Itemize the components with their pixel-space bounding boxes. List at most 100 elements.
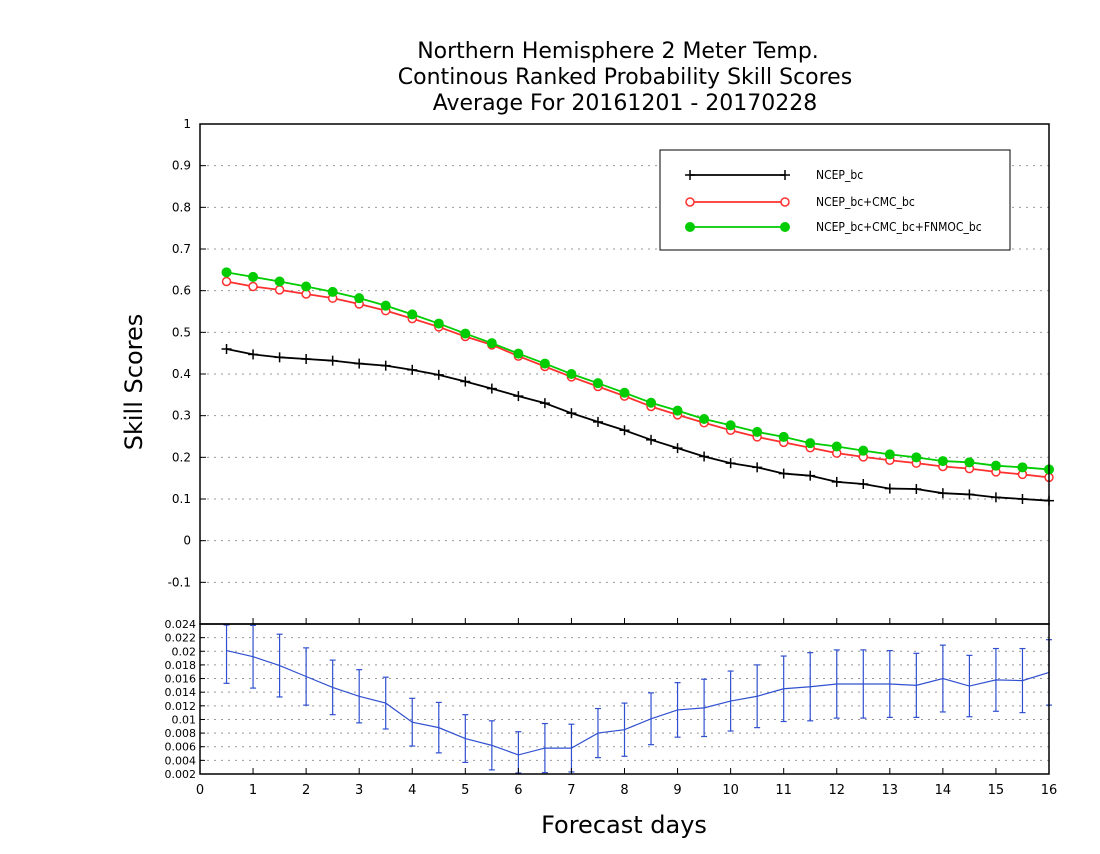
data-point: [433, 318, 444, 329]
data-point: [699, 414, 710, 424]
top-ytick-label: 0.3: [172, 409, 191, 423]
data-point: [539, 358, 550, 369]
legend: NCEP_bc NCEP_bc+CMC_bc NCEP_bc+CMC_bc+FNMO…: [659, 149, 1011, 251]
xtick-label: 2: [302, 783, 310, 798]
series-2: [221, 267, 1054, 475]
data-point: [911, 452, 922, 463]
error-bar: [382, 676, 389, 730]
data-point: [805, 438, 816, 449]
data-point: [301, 281, 312, 292]
data-point: [858, 445, 869, 456]
xtick-label: 0: [196, 783, 204, 798]
data-point: [486, 338, 497, 349]
data-point: [248, 349, 259, 360]
data-point: [354, 293, 365, 304]
bottom-y-ticks: 0.0240.0220.020.0180.0160.0140.0120.010.…: [165, 618, 205, 781]
data-point: [592, 378, 603, 389]
error-bar: [727, 670, 734, 732]
xtick-label: 11: [775, 783, 792, 798]
data-point: [539, 398, 550, 409]
error-bar: [780, 655, 787, 723]
legend-marker: [780, 222, 790, 232]
data-point: [354, 358, 365, 369]
xtick-label: 12: [828, 783, 845, 798]
bottom-ytick-label: 0.022: [165, 632, 197, 645]
bottom-gridlines: [200, 623, 1049, 775]
data-point: [964, 489, 975, 500]
data-point: [380, 360, 391, 371]
bottom-ytick-label: 0.014: [165, 686, 197, 699]
bottom-ytick-label: 0.02: [172, 645, 197, 658]
y-axis-label: Skill Scores: [120, 314, 148, 451]
data-point: [433, 369, 444, 380]
data-point: [274, 285, 285, 295]
xtick-label: 5: [461, 783, 469, 798]
data-point: [646, 397, 657, 408]
data-point: [221, 267, 232, 278]
data-point: [752, 426, 763, 437]
top-ytick-label: -0.1: [168, 575, 191, 589]
top-ytick-label: 0: [183, 534, 191, 548]
error-bar: [939, 644, 946, 713]
data-point: [248, 271, 259, 282]
error-bar: [886, 649, 893, 719]
data-point: [274, 352, 285, 363]
legend-entry-2: NCEP_bc+CMC_bc+FNMOC_bc: [685, 220, 982, 234]
xtick-label: 8: [620, 783, 628, 798]
data-point: [725, 458, 736, 469]
data-point: [380, 300, 391, 311]
data-point: [619, 387, 630, 398]
data-point: [460, 328, 471, 339]
xtick-label: 9: [673, 783, 681, 798]
data-point: [619, 425, 630, 436]
xtick-label: 7: [567, 783, 575, 798]
xtick-label: 1: [249, 783, 257, 798]
x-ticks: 0 1 2 3 4 5 6 7 8 9 10 11 12 13 14 15 16: [196, 618, 1057, 798]
bottom-ytick-label: 0.006: [165, 741, 197, 754]
data-point: [221, 276, 232, 287]
legend-label: NCEP_bc+CMC_bc: [816, 195, 915, 209]
legend-box: [659, 149, 1011, 251]
data-point: [778, 468, 789, 479]
chart-title-line-2: Continous Ranked Probability Skill Score…: [398, 65, 852, 90]
bottom-ytick-label: 0.002: [165, 768, 197, 781]
bottom-ytick-label: 0.004: [165, 754, 197, 767]
data-point: [1017, 462, 1028, 473]
top-ytick-label: 0.6: [172, 284, 191, 298]
error-bar: [594, 707, 601, 759]
error-bar: [409, 697, 416, 747]
legend-entry-1: NCEP_bc+CMC_bc: [685, 195, 915, 209]
data-point: [672, 443, 683, 454]
data-point: [884, 483, 895, 494]
top-ytick-label: 0.1: [172, 492, 191, 506]
xtick-label: 4: [408, 783, 416, 798]
error-bar: [674, 682, 681, 738]
bottom-ytick-label: 0.012: [165, 700, 197, 713]
error-bar: [807, 652, 814, 722]
legend-marker: [685, 222, 695, 232]
data-point: [327, 355, 338, 366]
top-ytick-label: 1: [183, 117, 191, 131]
data-point: [566, 408, 577, 419]
bottom-ytick-label: 0.016: [165, 673, 197, 686]
data-point: [911, 484, 922, 494]
error-bar: [462, 714, 469, 764]
data-point: [566, 369, 577, 379]
bottom-ytick-label: 0.018: [165, 659, 197, 672]
error-bar: [992, 647, 999, 712]
legend-marker: [685, 170, 695, 180]
legend-marker: [685, 197, 695, 207]
top-ytick-label: 0.5: [172, 325, 191, 339]
error-bar: [860, 649, 867, 719]
error-bar: [1019, 647, 1026, 714]
bottom-ytick-label: 0.01: [172, 713, 197, 726]
error-bar: [303, 647, 310, 706]
bottom-series-group: [223, 624, 1052, 774]
data-point: [831, 441, 842, 452]
data-point: [513, 348, 524, 359]
data-point: [301, 354, 312, 364]
data-point: [831, 476, 842, 487]
error-bar: [701, 678, 708, 738]
error-bar: [966, 654, 973, 718]
